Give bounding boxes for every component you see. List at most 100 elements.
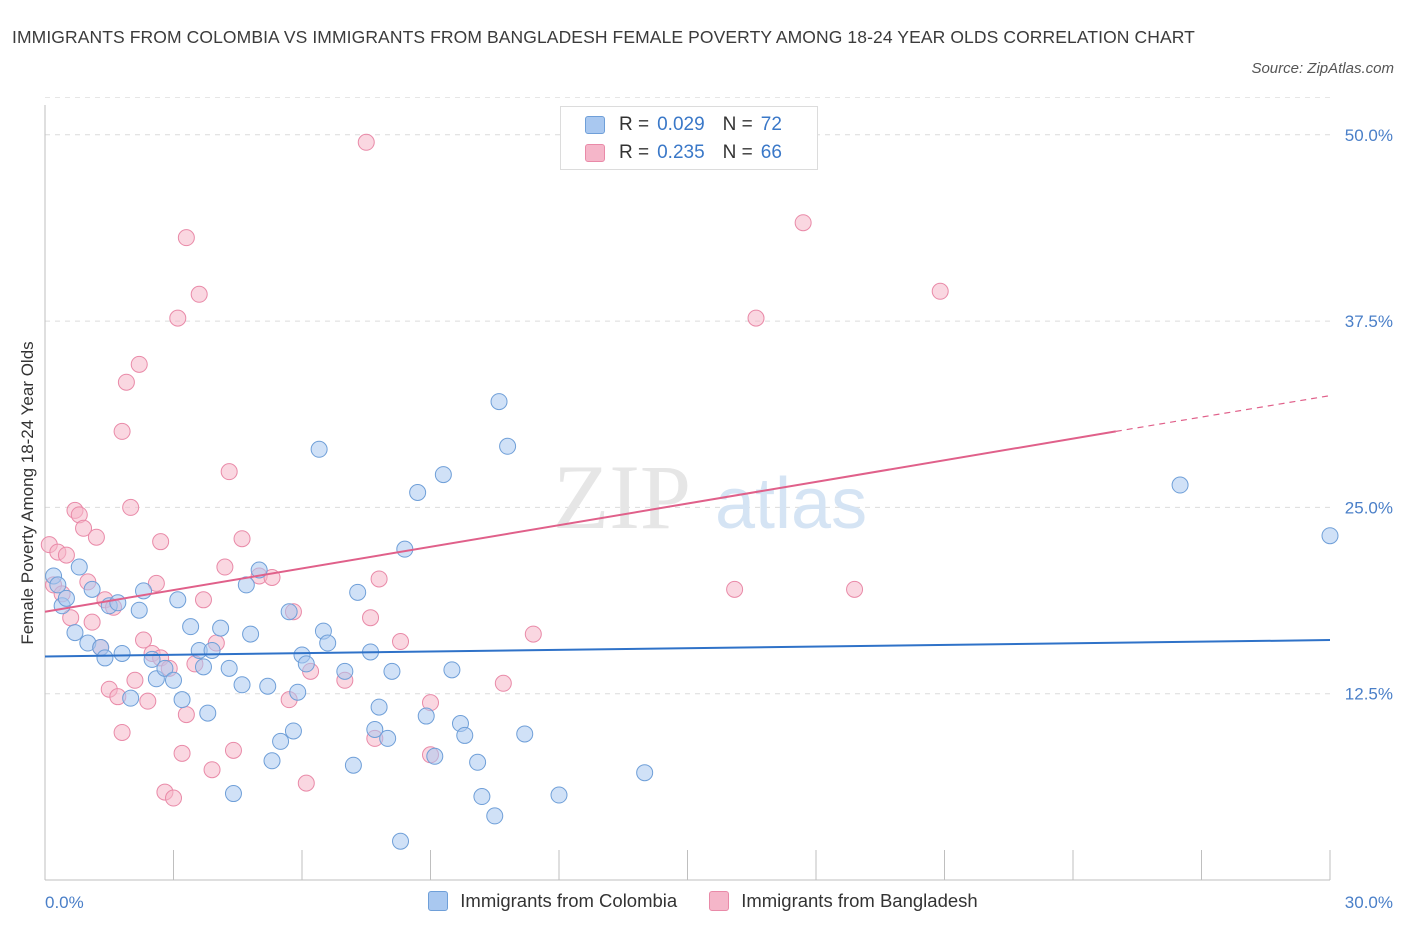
- bangladesh-point: [169, 309, 187, 327]
- axes: [44, 105, 1331, 881]
- colombia-point: [156, 659, 174, 677]
- colombia-point: [284, 722, 302, 740]
- colombia-point: [486, 807, 504, 825]
- colombia-point: [499, 437, 517, 455]
- bangladesh-point: [190, 285, 208, 303]
- colombia-point: [66, 624, 84, 642]
- colombia-point: [182, 618, 200, 636]
- legend-item-colombia[interactable]: Immigrants from Colombia: [428, 890, 677, 912]
- bangladesh-point: [152, 533, 170, 551]
- colombia-point: [130, 601, 148, 619]
- series-colombia-points: [45, 393, 1339, 850]
- colombia-point: [289, 683, 307, 701]
- source-credit: Source: ZipAtlas.com: [1251, 60, 1394, 77]
- colombia-point: [224, 785, 242, 803]
- legend-label-bangladesh: Immigrants from Bangladesh: [741, 890, 978, 911]
- bangladesh-point: [126, 671, 144, 689]
- legend-swatch-bangladesh: [585, 144, 605, 162]
- colombia-point: [194, 658, 212, 676]
- colombia-point: [1321, 527, 1339, 545]
- legend-r-label: R =: [619, 114, 650, 135]
- grid-lines: [45, 97, 1330, 695]
- colombia-point: [396, 540, 414, 558]
- colombia-point: [113, 644, 131, 662]
- colombia-point: [443, 661, 461, 679]
- watermark-zip: ZIP: [553, 446, 691, 548]
- legend-label-colombia: Immigrants from Colombia: [460, 890, 678, 911]
- legend-r-value: 0.029: [657, 114, 705, 135]
- y-tick-label: 12.5%: [1345, 685, 1393, 704]
- colombia-point: [392, 832, 410, 850]
- legend-item-bangladesh[interactable]: Immigrants from Bangladesh: [709, 890, 978, 912]
- bangladesh-point: [177, 706, 195, 724]
- bangladesh-point: [139, 692, 157, 710]
- colombia-point: [383, 662, 401, 680]
- legend-n-label: N =: [722, 114, 753, 135]
- colombia-point: [1171, 476, 1189, 494]
- colombia-point: [165, 671, 182, 689]
- colombia-point: [280, 603, 298, 621]
- bangladesh-point: [135, 631, 153, 649]
- colombia-point: [379, 729, 397, 747]
- bangladesh-point: [216, 558, 234, 576]
- bangladesh-point: [130, 355, 148, 373]
- bangladesh-point: [165, 789, 182, 807]
- bangladesh-point: [113, 422, 131, 440]
- bangladesh-point: [177, 229, 195, 247]
- trend-lines: [44, 395, 1331, 658]
- colombia-point: [109, 594, 127, 612]
- colombia-point: [550, 786, 568, 804]
- colombia-point: [173, 691, 191, 709]
- colombia-point: [473, 788, 491, 806]
- colombia-point: [122, 689, 140, 707]
- colombia-trend-line: [44, 639, 1331, 658]
- watermark-atlas: atlas: [715, 464, 867, 544]
- colombia-point: [169, 591, 187, 609]
- colombia-point: [344, 756, 362, 774]
- colombia-point: [203, 641, 221, 659]
- bangladesh-point: [224, 741, 242, 759]
- bangladesh-point: [370, 570, 388, 588]
- colombia-point: [490, 393, 508, 411]
- correlation-legend: R = 0.029 N = 72 R = 0.235 N = 66: [560, 106, 818, 170]
- colombia-point: [366, 720, 384, 738]
- bangladesh-point: [203, 761, 221, 779]
- colombia-point: [370, 698, 388, 716]
- colombia-point: [516, 725, 534, 743]
- bangladesh-point: [87, 528, 105, 546]
- y-axis-label: Female Poverty Among 18-24 Year Olds: [18, 341, 37, 644]
- bangladesh-point: [297, 774, 315, 792]
- legend-r-label: R =: [619, 142, 650, 163]
- colombia-point: [434, 466, 452, 484]
- bangladesh-point: [113, 723, 131, 741]
- colombia-point: [220, 659, 238, 677]
- colombia-point: [199, 704, 217, 722]
- legend-row-colombia: R = 0.029 N = 72: [585, 114, 782, 136]
- bangladesh-point: [57, 546, 75, 564]
- colombia-point: [469, 753, 487, 771]
- bangladesh-point: [122, 498, 140, 516]
- bangladesh-point: [357, 133, 375, 151]
- colombia-point: [263, 752, 281, 770]
- bangladesh-point: [794, 214, 812, 232]
- chart-title: IMMIGRANTS FROM COLOMBIA VS IMMIGRANTS F…: [12, 27, 1195, 47]
- watermark: ZIP atlas: [553, 446, 867, 548]
- legend-r-value: 0.235: [657, 142, 705, 163]
- y-tick-label: 50.0%: [1345, 126, 1393, 145]
- legend-n-value: 66: [760, 142, 782, 163]
- colombia-point: [456, 726, 474, 744]
- bangladesh-point: [117, 373, 135, 391]
- colombia-point: [259, 677, 277, 695]
- colombia-point: [212, 619, 230, 637]
- y-tick-label: 25.0%: [1345, 498, 1393, 517]
- legend-n-label: N =: [722, 142, 753, 163]
- y-tick-label: 37.5%: [1345, 312, 1393, 331]
- legend-n-value: 72: [760, 114, 782, 135]
- bangladesh-trend-extension: [1115, 395, 1331, 432]
- bangladesh-point: [392, 633, 410, 651]
- tick-labels: 12.5% 25.0% 37.5% 50.0% 0.0% 30.0%: [45, 126, 1393, 912]
- colombia-point: [297, 655, 315, 673]
- bangladesh-point: [726, 580, 744, 598]
- bangladesh-point: [494, 674, 512, 692]
